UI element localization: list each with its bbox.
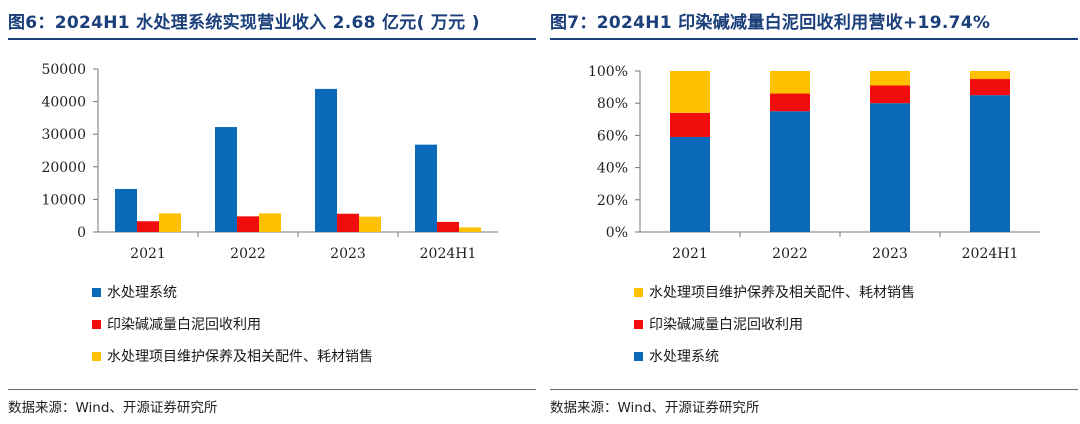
bar-maintenance xyxy=(870,71,910,86)
bar-maintenance xyxy=(259,213,281,232)
x-tick-label: 2023 xyxy=(330,246,366,262)
y-tick-label: 20000 xyxy=(41,160,86,176)
bar-water-system xyxy=(215,127,237,232)
y-tick-label: 40000 xyxy=(41,95,86,111)
legend-swatch-blue xyxy=(634,351,643,361)
y-tick-label: 80% xyxy=(597,96,628,112)
bar-water-system xyxy=(415,144,437,232)
data-source: 数据来源：Wind、开源证券研究所 xyxy=(550,400,760,416)
x-tick-label: 2024H1 xyxy=(420,246,477,262)
x-tick-label: 2022 xyxy=(230,246,266,262)
legend-swatch-red xyxy=(92,319,101,329)
chart-panel-revenue-share: 图7：2024H1 印染碱减量白泥回收利用营收+19.74% 0% 20% 40% 6… xyxy=(550,0,1078,424)
bar-maintenance xyxy=(970,71,1010,80)
bar-water-system xyxy=(870,103,910,232)
y-tick-label: 0% xyxy=(606,225,628,241)
legend-item-water-system: 水处理系统 xyxy=(634,346,719,366)
legend-item-water-system: 水处理系统 xyxy=(92,282,177,302)
source-divider xyxy=(8,389,536,390)
bar-sludge-recycling xyxy=(437,221,459,232)
y-tick-label: 60% xyxy=(597,128,628,144)
title-divider xyxy=(8,38,536,40)
bar-maintenance xyxy=(359,216,381,232)
title-divider xyxy=(550,38,1078,40)
y-tick-label: 20% xyxy=(597,193,628,209)
bar-water-system xyxy=(115,188,137,232)
legend-label: 水处理项目维护保养及相关配件、耗材销售 xyxy=(649,285,915,301)
bar-water-system xyxy=(970,95,1010,233)
bar-sludge-recycling xyxy=(237,216,259,232)
legend-swatch-red xyxy=(634,319,643,329)
bar-water-system xyxy=(770,111,810,232)
legend-swatch-blue xyxy=(92,287,101,297)
legend-label: 印染碱减量白泥回收利用 xyxy=(107,317,261,333)
bar-maintenance xyxy=(459,227,481,232)
bar-sludge-recycling xyxy=(870,85,910,104)
legend-item-sludge-recycling: 印染碱减量白泥回收利用 xyxy=(634,314,803,334)
x-tick-label: 2021 xyxy=(130,246,166,262)
legend-label: 印染碱减量白泥回收利用 xyxy=(649,317,803,333)
legend-label: 水处理系统 xyxy=(649,349,719,365)
y-tick-label: 0 xyxy=(77,225,86,241)
legend-item-maintenance: 水处理项目维护保养及相关配件、耗材销售 xyxy=(634,282,915,302)
chart-title: 图6：2024H1 水处理系统实现营业收入 2.68 亿元( 万元 ) xyxy=(8,13,480,33)
chart-title: 图7：2024H1 印染碱减量白泥回收利用营收+19.74% xyxy=(550,13,991,33)
bar-sludge-recycling xyxy=(670,112,710,138)
y-tick-label: 10000 xyxy=(41,192,86,208)
bar-maintenance xyxy=(670,71,710,113)
source-divider xyxy=(550,389,1078,390)
chart-panel-revenue: 图6：2024H1 水处理系统实现营业收入 2.68 亿元( 万元 ) 0 100… xyxy=(8,0,536,424)
bar-sludge-recycling xyxy=(137,221,159,232)
x-tick-label: 2021 xyxy=(672,246,708,262)
x-tick-label: 2024H1 xyxy=(962,246,1019,262)
legend-item-maintenance: 水处理项目维护保养及相关配件、耗材销售 xyxy=(92,346,373,366)
bar-sludge-recycling xyxy=(337,213,359,232)
legend-item-sludge-recycling: 印染碱减量白泥回收利用 xyxy=(92,314,261,334)
y-tick-label: 100% xyxy=(588,64,628,80)
bar-maintenance xyxy=(770,71,810,94)
bar-sludge-recycling xyxy=(770,93,810,112)
bar-water-system xyxy=(315,88,337,232)
data-source: 数据来源：Wind、开源证券研究所 xyxy=(8,400,218,416)
stacked-bar-chart: 0% 20% 40% 60% 80% 100% 2021 2022 2023 2024H1 xyxy=(588,64,1040,262)
x-tick-label: 2022 xyxy=(772,246,808,262)
bar-maintenance xyxy=(159,213,181,232)
bar-sludge-recycling xyxy=(970,79,1010,96)
legend-label: 水处理项目维护保养及相关配件、耗材销售 xyxy=(107,349,373,365)
y-tick-label: 50000 xyxy=(41,62,86,78)
bar-water-system xyxy=(670,137,710,232)
grouped-bar-chart: 0 10000 20000 30000 40000 50000 2021 2022 2023 20… xyxy=(41,62,498,262)
x-tick-label: 2023 xyxy=(872,246,908,262)
legend-swatch-yellow xyxy=(634,287,643,297)
y-tick-label: 40% xyxy=(597,161,628,177)
y-tick-label: 30000 xyxy=(41,127,86,143)
legend-label: 水处理系统 xyxy=(107,285,177,301)
legend-swatch-yellow xyxy=(92,351,101,361)
